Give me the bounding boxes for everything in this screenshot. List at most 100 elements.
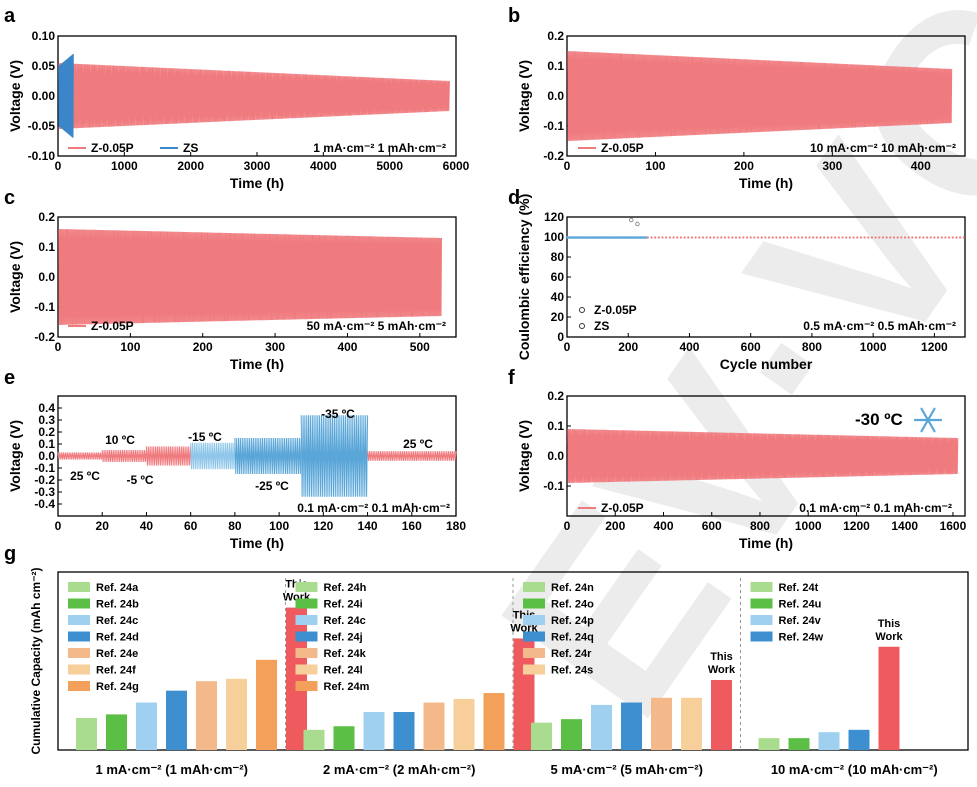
panel-d-xlabel: Cycle number [720,356,813,372]
panel-e-ylabel: Voltage (V) [7,420,23,492]
panel-d-point-zs [618,236,622,239]
panel-d-point-zs [641,236,644,239]
panel-c-ytick-label: -0.2 [34,330,55,344]
panel-d-point-z [951,236,954,239]
panel-d-point-zs [620,236,624,239]
panel-d-point-z [896,236,899,239]
panel-g-bar [76,717,97,750]
panel-d-point-z [771,236,774,239]
panel-d-point-zs [595,236,598,239]
panel-d-point-zs [573,236,576,239]
panel-g-group-label: 5 mA·cm⁻² (5 mAh·cm⁻²) [551,762,703,777]
panel-e-temp-label-2: -5 ºC [126,473,153,487]
panel-d-point-z [749,236,752,239]
panel-g-ylabel: Cumulative Capacity (mAh cm⁻²) [29,567,43,754]
panel-g-this-work-label-1: This [878,618,901,630]
panel-d-point-z [804,236,807,239]
panel-d-point-zs [613,236,617,239]
panel-c-xtick-label: 500 [410,340,430,354]
panel-d-point-z [712,236,716,239]
panel-b-xtick-label: 0 [564,159,571,173]
panel-f-xtick-label: 800 [750,519,770,533]
panel-d-point-zs [598,236,602,239]
panel-d-point-z [753,236,756,239]
panel-e-temp-label-0: 25 ºC [70,469,100,483]
panel-e-xtick-label: 40 [140,519,154,533]
panel-d-xtick-label: 400 [679,340,699,354]
panel-d-point-zs [602,236,606,239]
panel-d-ytick-label: 80 [551,250,565,264]
panel-f: f 0 200 400 600 800 1000 1200 1400 1600 -0.1 0.0 0.1… [508,367,967,551]
panel-d-point-z [661,236,664,239]
panel-a-ylabel: Voltage (V) [7,60,23,132]
panel-d-point-zs [637,236,640,239]
panel-g-bar [788,738,810,750]
panel-g-legend-label: Ref. 24c [324,615,366,627]
panel-d-xtick-label: 1200 [921,340,948,354]
panel-d-point-z [646,236,649,239]
panel-d-point-z [962,236,965,239]
panel-c-ylabel: Voltage (V) [7,241,23,313]
panel-a-series-z-0-05p [58,62,450,130]
panel-d-point-zs [644,236,648,239]
panel-d-point-z [878,236,881,239]
panel-g-group-label: 1 mA·cm⁻² (1 mAh·cm⁻²) [96,762,248,777]
panel-g-legend-swatch [750,631,773,642]
panel-d-point-z [790,236,793,239]
panel-d-point-z [852,236,855,239]
panel-d-point-z [701,236,705,239]
panel-d-point-z [837,236,840,239]
panel-g-bar [393,712,415,750]
panel-c-ytick-label: 0.2 [38,210,55,224]
panel-e-xtick-label: 0 [55,519,62,533]
panel-g-group-label: 10 mA·cm⁻² (10 mAh·cm⁻²) [771,762,938,777]
panel-g-legend-swatch [68,631,90,642]
panel-b-ytick-label: -0.2 [543,149,564,163]
panel-g-bar [363,712,385,750]
panel-g-bar [758,738,780,750]
panel-g-bar [196,681,217,750]
panel-g-legend-label: Ref. 24v [779,615,822,627]
panel-d-point-z [801,236,804,239]
panel-d-point-z [665,236,668,239]
panel-e-segment-5 [300,415,369,497]
panel-g-legend-label: Ref. 24u [779,599,822,611]
panel-d-point-z [834,236,837,239]
panel-f-ylabel: Voltage (V) [516,420,532,492]
panel-d-point-z [775,236,778,239]
panel-f-ytick-label: 0.1 [547,419,564,433]
panel-d-point-z [723,236,727,239]
panel-g-bar [848,729,870,750]
panel-a-condition: 1 mA·cm⁻² 1 mAh·cm⁻² [313,141,446,155]
panel-d-point-zs [565,236,569,239]
panel-g-legend-label: Ref. 24k [324,648,367,660]
panel-d-point-zs [642,236,646,239]
panel-g-legend-swatch [750,615,773,625]
panel-e-ytick-label: 0.4 [38,401,55,415]
panel-g-legend-swatch [523,615,545,625]
panel-g-legend-swatch [750,582,773,592]
panel-g-bar [226,678,247,750]
panel-d-point-z [778,236,782,239]
panel-d-xtick-label: 800 [802,340,822,354]
panel-a-xtick-label: 0 [55,159,62,173]
panel-g-bar [166,690,187,750]
panel-g-legend-swatch [295,582,318,592]
panel-d-point-zs [615,236,618,239]
panel-d-point-zs [596,236,600,239]
panel-d-point-z [698,236,701,239]
panel-a-ytick-label: 0.10 [32,29,56,43]
panel-d-point-z [709,236,712,239]
panel-d-point-zs [626,236,629,239]
panel-a-ytick-label: 0.00 [32,89,56,103]
panel-d-point-z [819,236,822,239]
panel-e-xtick-label: 100 [269,519,289,533]
panel-d-point-z [815,236,818,239]
panel-d-legend-z-label: Z-0.05P [594,303,637,317]
panel-a-ytick-label: -0.05 [28,119,56,133]
panel-g-legend-swatch [68,648,90,658]
panel-e-xtick-label: 60 [184,519,198,533]
panel-d: d 0 200 400 600 800 1000 1200 0 20 40 60 80 100 120 Cyc… [508,187,966,372]
panel-d-point-zs [591,236,595,239]
panel-g-this-work-label-1: This [710,651,733,663]
